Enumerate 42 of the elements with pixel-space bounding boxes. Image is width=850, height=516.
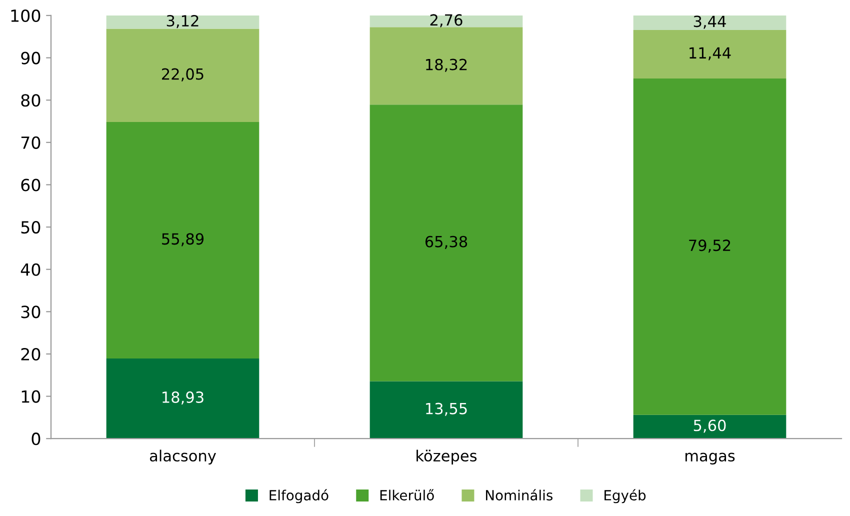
y-tick-label: 30 <box>21 306 40 318</box>
data-label: 13,55 <box>426 402 467 416</box>
data-label: 65,38 <box>425 236 468 249</box>
y-tick-label: 70 <box>21 136 40 149</box>
data-label: 3,12 <box>166 15 198 28</box>
bar <box>106 28 260 122</box>
bar <box>633 30 786 78</box>
legend-label: Elkerülő <box>380 489 434 500</box>
x-tick-label: közepes <box>416 450 477 464</box>
y-tick-label: 10 <box>22 390 40 403</box>
y-tick-label: 50 <box>21 221 40 234</box>
bar <box>370 104 523 382</box>
bar <box>106 16 260 29</box>
bar <box>633 414 786 439</box>
bar <box>633 15 786 30</box>
y-tick-label: 40 <box>20 263 40 276</box>
legend-label: Egyéb <box>604 489 646 504</box>
data-label: 2,76 <box>430 14 462 28</box>
data-label: 18,32 <box>426 58 467 72</box>
y-tick-label: 100 <box>11 9 40 22</box>
data-label: 5,60 <box>694 420 726 433</box>
data-label: 3,44 <box>694 16 726 29</box>
data-label: 18,93 <box>162 391 204 405</box>
bar <box>370 15 523 28</box>
legend-label: Elfogadó <box>270 489 328 504</box>
y-tick-label: 0 <box>32 432 40 446</box>
data-label: 11,44 <box>690 47 731 60</box>
bar <box>633 78 786 415</box>
data-label: 22,05 <box>162 68 204 82</box>
bar <box>370 27 523 105</box>
y-tick-label: 90 <box>21 52 40 64</box>
bar <box>106 122 260 359</box>
bar <box>370 381 523 439</box>
bar <box>106 358 260 439</box>
y-tick-label: 20 <box>21 348 40 361</box>
y-tick-label: 60 <box>21 178 40 192</box>
data-label: 79,52 <box>689 240 730 253</box>
legend-label: Nominális <box>486 489 552 500</box>
data-label: 55,89 <box>162 233 204 246</box>
y-tick-label: 80 <box>21 94 40 107</box>
x-tick-label: magas <box>686 452 735 464</box>
x-tick-label: alacsony <box>150 450 216 464</box>
